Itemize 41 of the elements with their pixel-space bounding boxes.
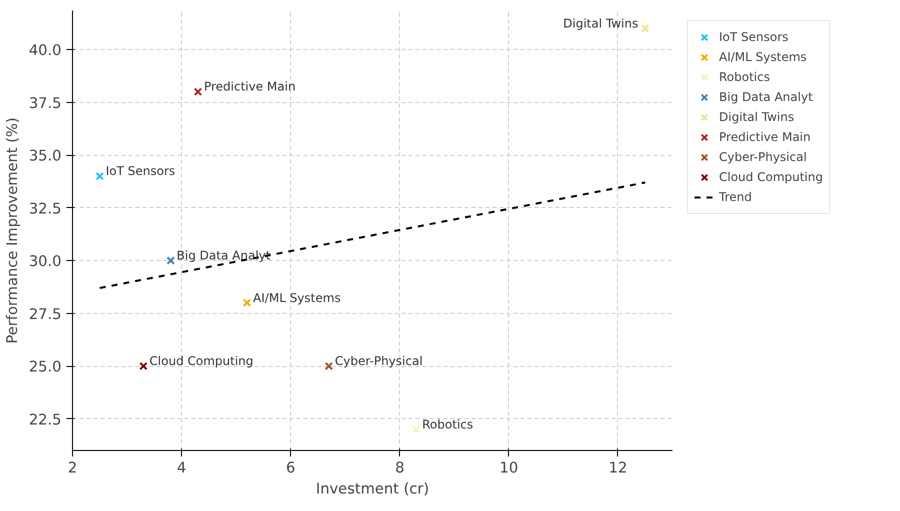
text: Digital Twins [563, 16, 638, 30]
x-tick-label: 8 [395, 460, 404, 476]
text: Robotics [422, 417, 474, 432]
x-tick-label: 2 [68, 460, 78, 476]
point [96, 172, 104, 180]
legend-label: Trend [719, 190, 752, 204]
legend-label: IoT Sensors [719, 30, 788, 44]
y-tick-label: 35.0 [28, 148, 62, 165]
y-tick-label: 40.0 [28, 42, 62, 60]
y-tick-label: 32.5 [28, 200, 62, 218]
point [166, 256, 175, 265]
legend-label: AI/ML Systems [719, 50, 807, 64]
point [412, 425, 420, 434]
text: AI/ML Systems [253, 290, 341, 305]
point [242, 298, 252, 307]
legend-label: Robotics [719, 70, 770, 84]
text: Predictive Main [204, 80, 296, 94]
y-axis-title: Performance Improvement (%) [4, 117, 21, 344]
text: Big Data Analyt [176, 248, 270, 263]
point [194, 88, 202, 96]
legend-label: Cloud Computing [719, 170, 823, 184]
text: Cloud Computing [149, 354, 254, 368]
legend-label: Digital Twins [719, 110, 794, 124]
point [139, 362, 148, 370]
point [324, 362, 334, 370]
point [641, 24, 650, 33]
x-tick-label: 4 [176, 460, 186, 476]
x-tick-label: 12 [608, 460, 628, 476]
y-tick-label: 22.5 [28, 411, 62, 428]
x-axis-title: Investment (cr) [316, 480, 430, 498]
y-tick-label: 25.0 [28, 358, 62, 376]
y-tick-label: 30.0 [28, 253, 62, 270]
x-tick-label: 6 [286, 460, 296, 476]
text: IoT Sensors [106, 164, 176, 178]
y-tick-label: 37.5 [28, 94, 62, 112]
legend-label: Cyber-Physical [719, 150, 807, 164]
legend-label: Predictive Main [719, 130, 811, 144]
x-tick-label: 10 [500, 460, 518, 476]
y-tick-label: 27.5 [28, 306, 62, 323]
text: Cyber-Physical [334, 354, 423, 368]
legend-label: Big Data Analyt [719, 90, 813, 104]
